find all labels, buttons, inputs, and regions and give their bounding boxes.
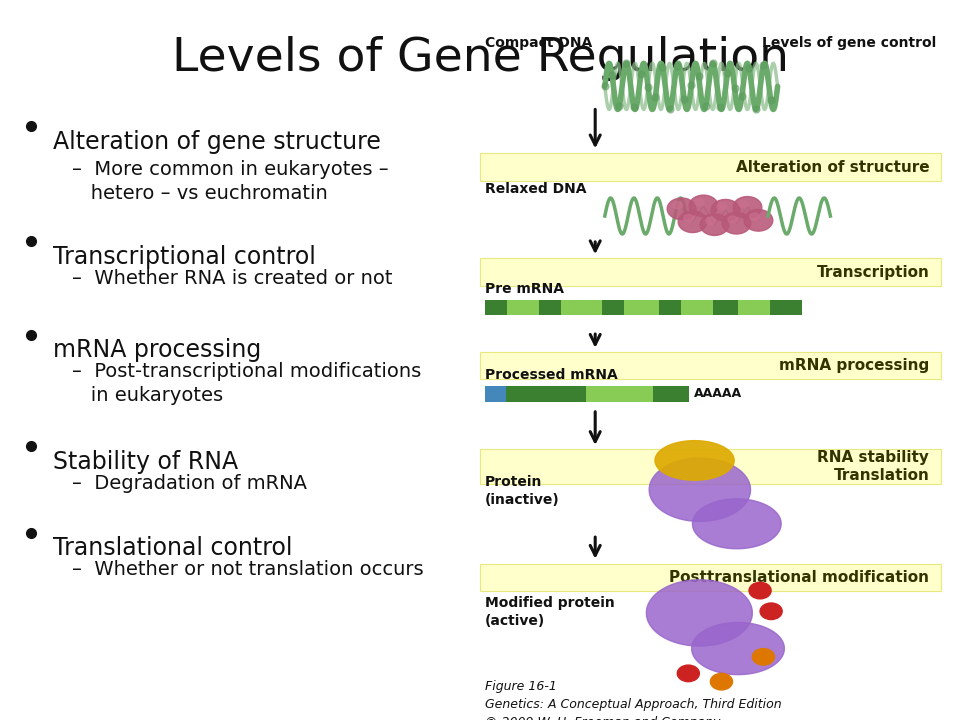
Text: Alteration of gene structure: Alteration of gene structure <box>53 130 381 153</box>
Circle shape <box>667 198 696 220</box>
Polygon shape <box>646 580 753 646</box>
Circle shape <box>678 211 707 233</box>
Text: RNA stability
Translation: RNA stability Translation <box>817 450 929 483</box>
Polygon shape <box>692 499 781 549</box>
Text: Modified protein
(active): Modified protein (active) <box>485 596 614 628</box>
Circle shape <box>753 649 775 665</box>
FancyBboxPatch shape <box>659 300 682 315</box>
Circle shape <box>678 665 699 682</box>
Text: Stability of RNA: Stability of RNA <box>53 450 238 474</box>
Text: Figure 16-1
Genetics: A Conceptual Approach, Third Edition
© 2009 W. H. Freeman : Figure 16-1 Genetics: A Conceptual Appro… <box>485 680 781 720</box>
Circle shape <box>684 215 693 222</box>
Text: Compact DNA: Compact DNA <box>485 36 592 50</box>
Circle shape <box>711 199 740 221</box>
FancyBboxPatch shape <box>507 300 539 315</box>
Circle shape <box>739 200 749 207</box>
Text: –  More common in eukaryotes –: – More common in eukaryotes – <box>72 160 389 179</box>
FancyBboxPatch shape <box>480 564 941 591</box>
FancyBboxPatch shape <box>480 258 941 286</box>
Text: Transcription: Transcription <box>816 265 929 279</box>
Text: Transcriptional control: Transcriptional control <box>53 245 316 269</box>
Polygon shape <box>691 623 784 675</box>
FancyBboxPatch shape <box>485 386 507 402</box>
Circle shape <box>706 217 715 225</box>
FancyBboxPatch shape <box>602 300 624 315</box>
FancyBboxPatch shape <box>738 300 770 315</box>
Text: in eukaryotes: in eukaryotes <box>72 386 223 405</box>
Text: Protein
(inactive): Protein (inactive) <box>485 475 560 507</box>
Text: Alteration of structure: Alteration of structure <box>735 160 929 174</box>
Circle shape <box>749 582 771 599</box>
FancyBboxPatch shape <box>586 386 653 402</box>
Circle shape <box>710 673 732 690</box>
Circle shape <box>722 212 751 234</box>
FancyBboxPatch shape <box>507 386 586 402</box>
Text: Levels of Gene Regulation: Levels of Gene Regulation <box>172 36 788 81</box>
FancyBboxPatch shape <box>485 300 507 315</box>
Text: AAAAA: AAAAA <box>694 387 742 400</box>
FancyBboxPatch shape <box>480 352 941 379</box>
Circle shape <box>700 214 729 235</box>
FancyBboxPatch shape <box>539 300 561 315</box>
FancyBboxPatch shape <box>682 300 713 315</box>
FancyBboxPatch shape <box>653 386 688 402</box>
FancyBboxPatch shape <box>480 153 941 181</box>
Circle shape <box>717 203 727 210</box>
Circle shape <box>733 197 762 218</box>
Text: hetero – vs euchromatin: hetero – vs euchromatin <box>72 184 327 202</box>
FancyBboxPatch shape <box>770 300 802 315</box>
Text: Processed mRNA: Processed mRNA <box>485 368 617 382</box>
Text: –  Whether or not translation occurs: – Whether or not translation occurs <box>72 560 423 579</box>
FancyBboxPatch shape <box>480 449 941 484</box>
FancyBboxPatch shape <box>561 300 602 315</box>
FancyBboxPatch shape <box>624 300 659 315</box>
Text: mRNA processing: mRNA processing <box>53 338 261 362</box>
Text: Relaxed DNA: Relaxed DNA <box>485 181 587 196</box>
Text: –  Whether RNA is created or not: – Whether RNA is created or not <box>72 269 393 287</box>
Text: –  Degradation of mRNA: – Degradation of mRNA <box>72 474 307 492</box>
Text: Translational control: Translational control <box>53 536 292 560</box>
Circle shape <box>728 216 737 223</box>
Circle shape <box>695 199 705 206</box>
Circle shape <box>744 210 773 231</box>
FancyBboxPatch shape <box>713 300 738 315</box>
Text: Levels of gene control: Levels of gene control <box>761 36 936 50</box>
Text: mRNA processing: mRNA processing <box>779 359 929 373</box>
Circle shape <box>689 195 718 217</box>
Text: Pre mRNA: Pre mRNA <box>485 282 564 296</box>
Text: –  Post-transcriptional modifications: – Post-transcriptional modifications <box>72 362 421 381</box>
Polygon shape <box>649 458 751 521</box>
Circle shape <box>760 603 782 619</box>
Polygon shape <box>655 441 734 480</box>
Circle shape <box>673 202 683 209</box>
Circle shape <box>750 213 759 220</box>
Text: Posttranslational modification: Posttranslational modification <box>669 570 929 585</box>
